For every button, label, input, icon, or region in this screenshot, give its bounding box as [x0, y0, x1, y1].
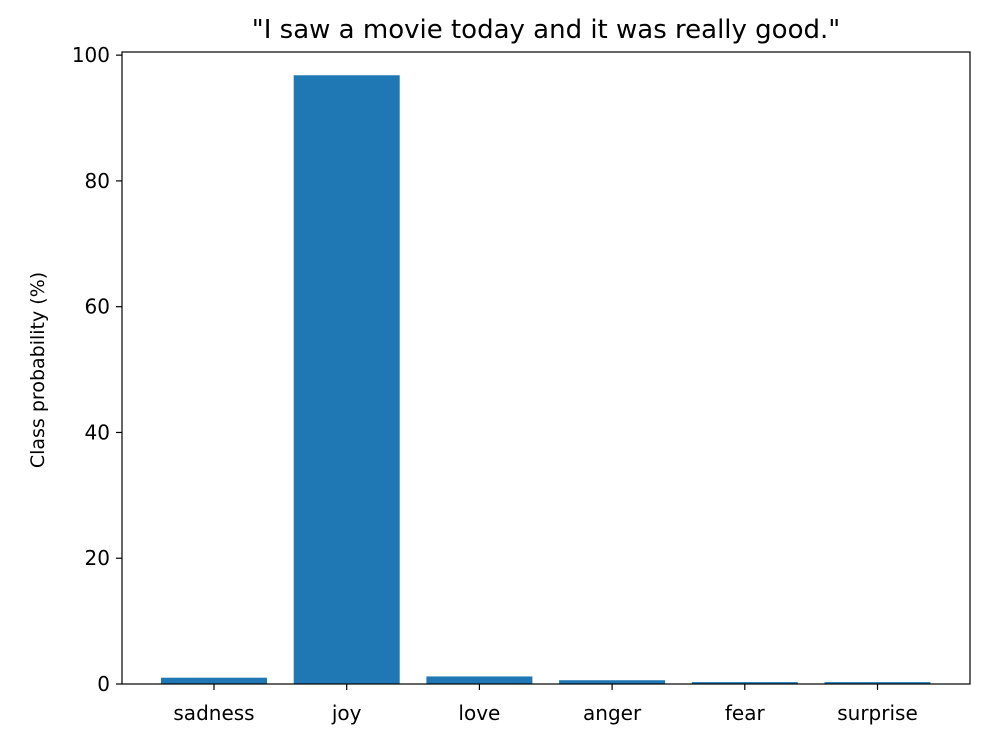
x-tick-label-sadness: sadness	[173, 701, 254, 725]
bar-surprise	[824, 682, 931, 684]
bar-sadness	[161, 677, 267, 684]
y-axis: 0 20 40 60 80 100	[72, 43, 122, 696]
x-tick-label-surprise: surprise	[837, 701, 918, 725]
x-tick-label-fear: fear	[725, 701, 766, 725]
bar-love	[426, 676, 533, 684]
x-axis: sadness joy love anger fear surprise	[173, 684, 918, 725]
bars-group	[161, 75, 931, 685]
bar-fear	[691, 682, 798, 684]
bar-joy	[293, 75, 400, 685]
y-tick-label-100: 100	[72, 43, 110, 67]
y-tick-label-40: 40	[85, 420, 110, 444]
y-tick-label-20: 20	[85, 546, 110, 570]
plot-frame	[121, 51, 971, 685]
y-tick-label-0: 0	[97, 672, 110, 696]
x-tick-label-anger: anger	[583, 701, 642, 725]
x-tick-label-love: love	[458, 701, 500, 725]
chart-title: "I saw a movie today and it was really g…	[252, 15, 840, 45]
x-tick-label-joy: joy	[331, 701, 362, 725]
y-axis-label: Class probability (%)	[27, 272, 49, 468]
y-tick-label-80: 80	[85, 169, 110, 193]
y-tick-label-60: 60	[85, 295, 110, 319]
bar-anger	[559, 680, 666, 684]
